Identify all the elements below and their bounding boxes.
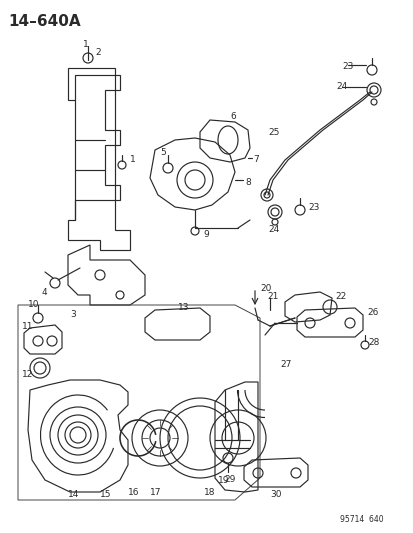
Text: 20: 20	[259, 284, 271, 293]
Text: 14: 14	[68, 490, 79, 499]
Text: 5: 5	[159, 148, 165, 157]
Text: 30: 30	[269, 490, 281, 499]
Text: 29: 29	[223, 475, 235, 484]
Text: 28: 28	[367, 338, 378, 347]
Text: 4: 4	[42, 288, 47, 297]
Text: 24: 24	[335, 82, 347, 91]
Text: 16: 16	[128, 488, 139, 497]
Text: 1: 1	[83, 40, 88, 49]
Text: 7: 7	[252, 155, 258, 164]
Text: 1: 1	[130, 155, 135, 164]
Text: 2: 2	[95, 48, 100, 57]
Text: 15: 15	[100, 490, 111, 499]
Text: 27: 27	[279, 360, 291, 369]
Text: 14–640A: 14–640A	[8, 14, 81, 29]
Text: 18: 18	[204, 488, 215, 497]
Text: 95714  640: 95714 640	[339, 515, 383, 524]
Text: 11: 11	[22, 322, 33, 331]
Text: 8: 8	[244, 178, 250, 187]
Text: 17: 17	[150, 488, 161, 497]
Text: 24: 24	[267, 225, 279, 234]
Text: 3: 3	[70, 310, 76, 319]
Text: 9: 9	[202, 230, 208, 239]
Text: 19: 19	[218, 476, 229, 485]
Text: 10: 10	[28, 300, 39, 309]
Text: 23: 23	[307, 203, 318, 212]
Text: 26: 26	[366, 308, 377, 317]
Text: 22: 22	[334, 292, 345, 301]
Text: 23: 23	[341, 62, 353, 71]
Text: 13: 13	[178, 303, 189, 312]
Text: 21: 21	[266, 292, 278, 301]
Text: 6: 6	[230, 112, 235, 121]
Text: 25: 25	[267, 128, 279, 137]
Text: 12: 12	[22, 370, 33, 379]
